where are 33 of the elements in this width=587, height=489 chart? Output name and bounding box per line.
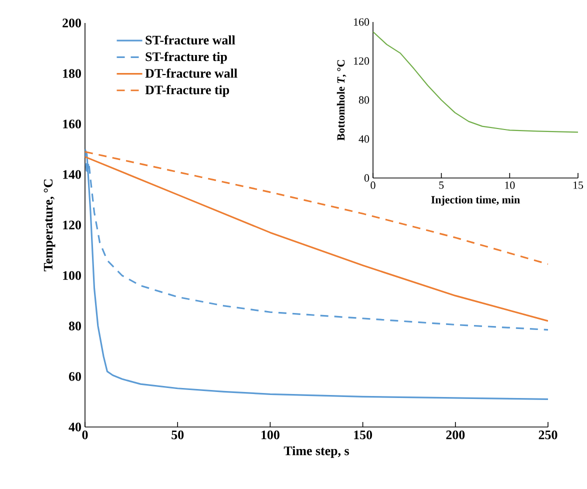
y-tick-label: 160 <box>63 120 81 128</box>
y-axis-title: Bottomhole T, °C <box>336 60 346 141</box>
y-tick-label: 60 <box>68 372 81 381</box>
y-tick-label: 140 <box>63 170 81 179</box>
y-tick-label: 160 <box>354 18 370 26</box>
x-tick-label: 5 <box>439 182 444 189</box>
x-tick-label: 0 <box>82 430 88 440</box>
y-tick-label: 80 <box>68 322 81 330</box>
x-tick-label: 200 <box>446 430 465 440</box>
x-tick-label: 15 <box>573 182 584 189</box>
y-tick-label: 80 <box>358 96 370 104</box>
y-tick-label: 100 <box>63 271 81 280</box>
x-axis-title: Injection time, min <box>431 196 520 206</box>
y-tick-label: 180 <box>63 69 81 78</box>
legend-label: ST-fracture tip <box>146 52 227 64</box>
x-axis-title: Time step, s <box>284 446 349 458</box>
x-tick-label: 150 <box>354 430 372 440</box>
y-tick-label: 40 <box>68 422 81 432</box>
x-tick-label: 100 <box>262 430 280 440</box>
x-tick-label: 10 <box>505 182 515 189</box>
y-tick-label: 200 <box>62 18 81 28</box>
x-tick-label: 0 <box>370 182 376 189</box>
x-tick-label: 250 <box>538 430 558 440</box>
y-tick-label: 120 <box>354 57 370 65</box>
legend-label: DT-fracture wall <box>145 68 238 78</box>
legend-label: DT-fracture tip <box>145 85 230 97</box>
y-tick-label: 0 <box>364 174 370 182</box>
legend-label: ST-fracture wall <box>146 35 236 45</box>
line-series <box>85 150 548 265</box>
y-axis-title: Temperature, °C <box>44 179 56 272</box>
y-tick-label: 120 <box>63 220 81 230</box>
y-tick-label: 40 <box>358 135 370 143</box>
x-tick-label: 50 <box>172 430 184 440</box>
